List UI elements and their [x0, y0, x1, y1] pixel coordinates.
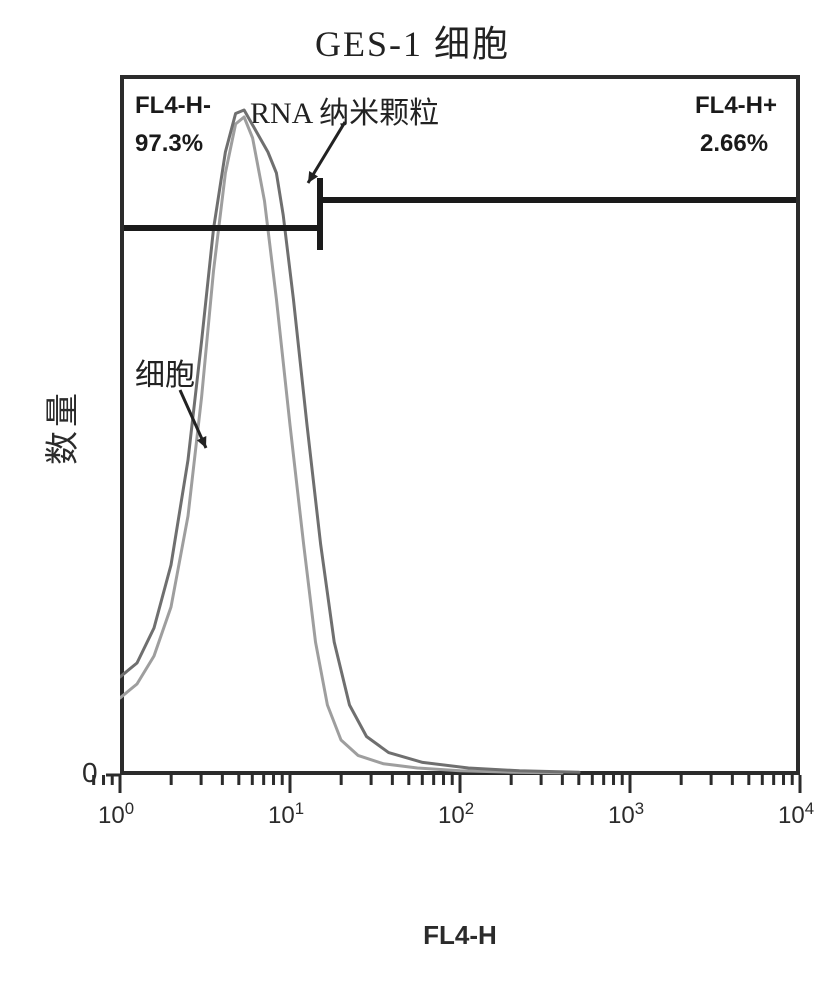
y-tick-label: 0	[82, 757, 98, 789]
x-tick-label: 101	[268, 799, 304, 830]
chart-svg	[0, 0, 825, 991]
x-tick-label: 103	[608, 799, 644, 830]
x-tick-label: 104	[778, 799, 814, 830]
figure-container: GES-1 细胞 数量 FL4-H FL4-H- 97.3% FL4-H+ 2.…	[0, 0, 825, 991]
x-tick-label: 100	[98, 799, 134, 830]
x-tick-label: 102	[438, 799, 474, 830]
